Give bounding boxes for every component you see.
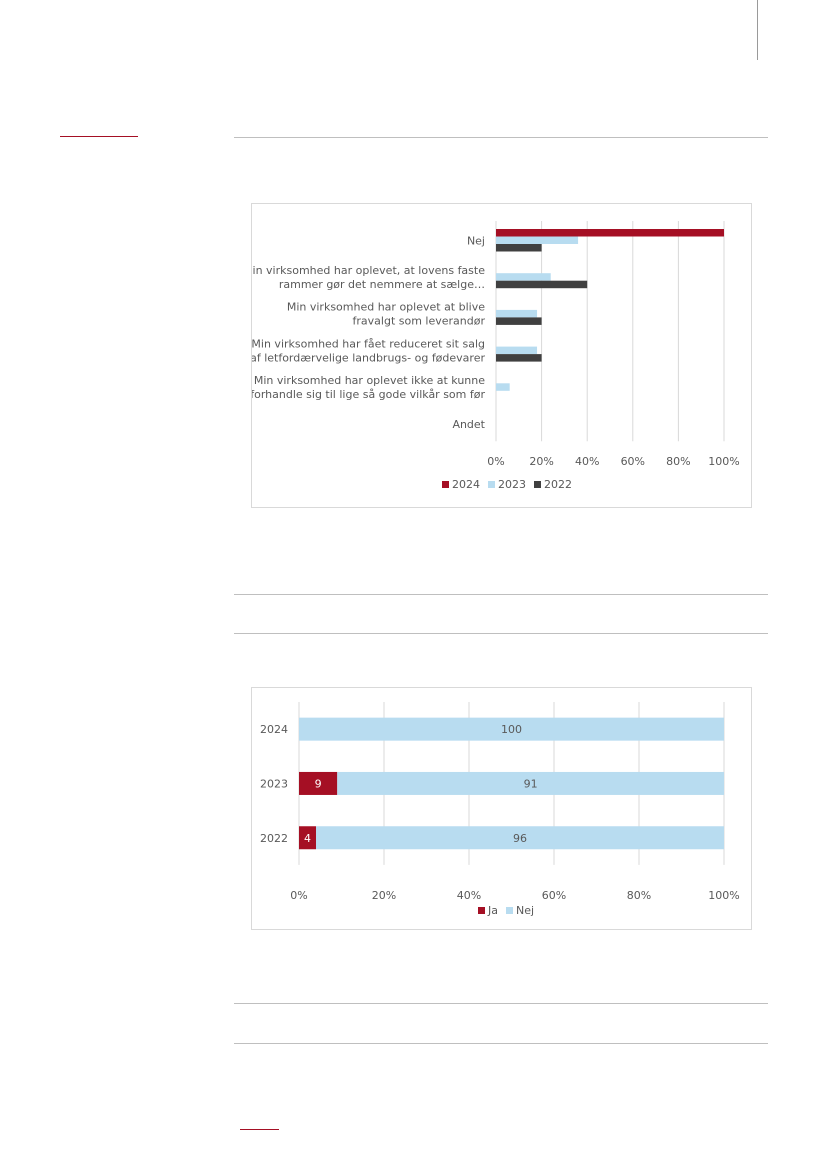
x-tick-label: 40% xyxy=(457,889,481,902)
bar-2023-0 xyxy=(496,236,579,244)
category-label: forhandle sig til lige så gode vilkår so… xyxy=(252,388,485,401)
bar-Ja-2023 xyxy=(299,771,338,795)
category-label: rammer gør det nemmere at sælge… xyxy=(279,278,485,291)
x-tick-label: 60% xyxy=(542,889,566,902)
bar-2023-1 xyxy=(496,273,551,281)
legend-label: Nej xyxy=(516,904,534,917)
chart-2-frame: 0% 20% 40% 60% 80% 100% 100 2024 9 91 2023 4 96 2022 J… xyxy=(251,687,752,930)
bar-Nej-2023 xyxy=(337,771,724,795)
x-tick-label: 100% xyxy=(708,889,739,902)
margin-red-mark xyxy=(60,136,138,137)
legend-swatch-Nej xyxy=(506,907,513,914)
data-label: 91 xyxy=(524,777,538,790)
category-label: Min virksomhed har oplevet ikke at kunne xyxy=(254,374,485,387)
category-label: Min virksomhed har fået reduceret sit sa… xyxy=(252,337,485,350)
bar-2023-4 xyxy=(496,383,510,391)
category-label: Andet xyxy=(452,418,485,431)
category-label: Min virksomhed har oplevet, at lovens fa… xyxy=(252,264,485,277)
legend-label: 2024 xyxy=(452,478,480,491)
category-label: af letfordærvelige landbrugs- og fødevar… xyxy=(252,351,485,364)
chart-1-frame: 0% 20% 40% 60% 80% 100% Nej Min virksomhed har … xyxy=(243,203,752,508)
legend-swatch-Ja xyxy=(478,907,485,914)
category-label: 2023 xyxy=(260,777,288,790)
chart-2-svg: 0% 20% 40% 60% 80% 100% 100 2024 9 91 2023 4 96 2022 J… xyxy=(260,702,740,917)
bar-2022-0 xyxy=(496,244,542,252)
x-tick-label: 60% xyxy=(621,455,645,468)
legend-label: 2022 xyxy=(544,478,572,491)
legend-swatch-2024 xyxy=(442,481,449,488)
x-tick-label: 100% xyxy=(708,455,739,468)
data-label: 100 xyxy=(501,723,522,736)
section-rule xyxy=(234,594,768,595)
data-label: 96 xyxy=(513,832,527,845)
bar-2024-0 xyxy=(496,229,724,237)
category-label: fravalgt som leverandør xyxy=(353,315,486,328)
bar-2022-3 xyxy=(496,354,542,362)
section-rule xyxy=(234,1003,768,1004)
x-tick-label: 80% xyxy=(666,455,690,468)
legend-label: Ja xyxy=(487,904,498,917)
chart-1-svg: 0% 20% 40% 60% 80% 100% Nej Min virksomhed har … xyxy=(243,221,740,491)
bar-2023-2 xyxy=(496,309,538,318)
x-tick-label: 80% xyxy=(627,889,651,902)
bar-2022-2 xyxy=(496,317,542,325)
footer-red-mark xyxy=(240,1129,279,1130)
data-label: 9 xyxy=(315,777,322,790)
legend-swatch-2022 xyxy=(534,481,541,488)
bar-2022-1 xyxy=(496,280,588,289)
x-tick-label: 0% xyxy=(290,889,307,902)
section-rule xyxy=(234,633,768,634)
x-tick-label: 20% xyxy=(372,889,396,902)
section-rule xyxy=(234,137,768,138)
category-label: 2024 xyxy=(260,723,288,736)
section-rule xyxy=(234,1043,768,1044)
legend-swatch-2023 xyxy=(488,481,495,488)
x-tick-label: 0% xyxy=(487,455,504,468)
category-label: 2022 xyxy=(260,832,288,845)
bar-Nej-2022 xyxy=(316,826,724,850)
bar-Nej-2024 xyxy=(299,717,724,741)
bar-2023-3 xyxy=(496,346,538,355)
legend-label: 2023 xyxy=(498,478,526,491)
category-label: Min virksomhed har oplevet at blive xyxy=(287,301,485,314)
page-corner-rule xyxy=(757,0,758,60)
data-label: 4 xyxy=(304,832,311,845)
x-tick-label: 40% xyxy=(575,455,599,468)
category-label: Nej xyxy=(467,234,485,247)
bar-Ja-2022 xyxy=(299,826,316,850)
x-tick-label: 20% xyxy=(529,455,553,468)
